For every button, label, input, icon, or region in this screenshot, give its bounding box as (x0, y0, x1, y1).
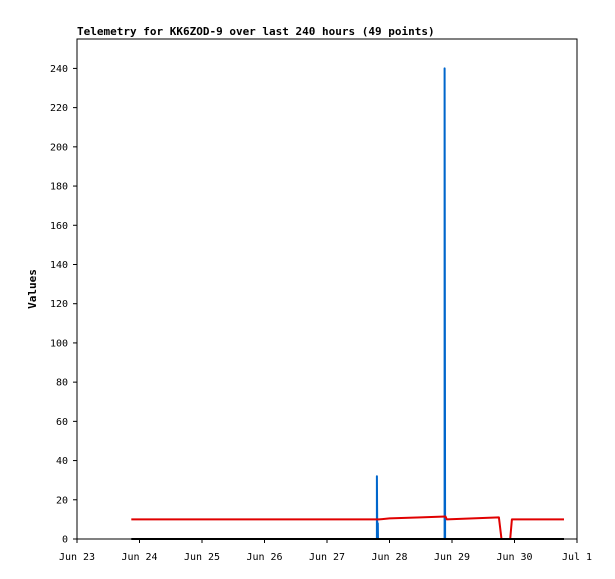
series-line-0 (375, 67, 447, 540)
y-tick-label: 120 (50, 299, 68, 310)
y-axis: 0 20 40 60 80 100 120 140 160 180 200 220 240 (50, 64, 77, 546)
y-tick-label: 80 (56, 378, 68, 389)
y-tick-label: 60 (56, 417, 68, 428)
x-tick-label: Jun 25 (184, 552, 220, 563)
x-tick-label: Jun 23 (59, 552, 95, 563)
y-axis-label: Values (26, 269, 39, 309)
x-tick-label: Jun 24 (121, 552, 157, 563)
x-tick-label: Jun 30 (496, 552, 532, 563)
x-tick-label: Jun 27 (309, 552, 345, 563)
y-tick-label: 140 (50, 260, 68, 271)
y-tick-label: 180 (50, 182, 68, 193)
y-tick-label: 220 (50, 103, 68, 114)
x-axis: Jun 23 Jun 24 Jun 25 Jun 26 Jun 27 Jun 28 Jun … (59, 539, 592, 563)
y-tick-label: 240 (50, 64, 68, 75)
y-tick-label: 200 (50, 142, 68, 153)
y-tick-label: 160 (50, 221, 68, 232)
series-line-1 (131, 515, 564, 540)
chart-title: Telemetry for KK6ZOD-9 over last 240 hou… (77, 25, 435, 38)
x-tick-label: Jul 1 (562, 552, 592, 563)
y-tick-label: 100 (50, 338, 68, 349)
x-tick-label: Jun 29 (434, 552, 470, 563)
y-tick-label: 20 (56, 495, 68, 506)
series-layer (131, 67, 564, 540)
x-tick-label: Jun 28 (371, 552, 407, 563)
x-tick-label: Jun 26 (246, 552, 282, 563)
y-tick-label: 0 (62, 535, 68, 546)
y-tick-label: 40 (56, 456, 68, 467)
plot-frame (76, 38, 578, 540)
